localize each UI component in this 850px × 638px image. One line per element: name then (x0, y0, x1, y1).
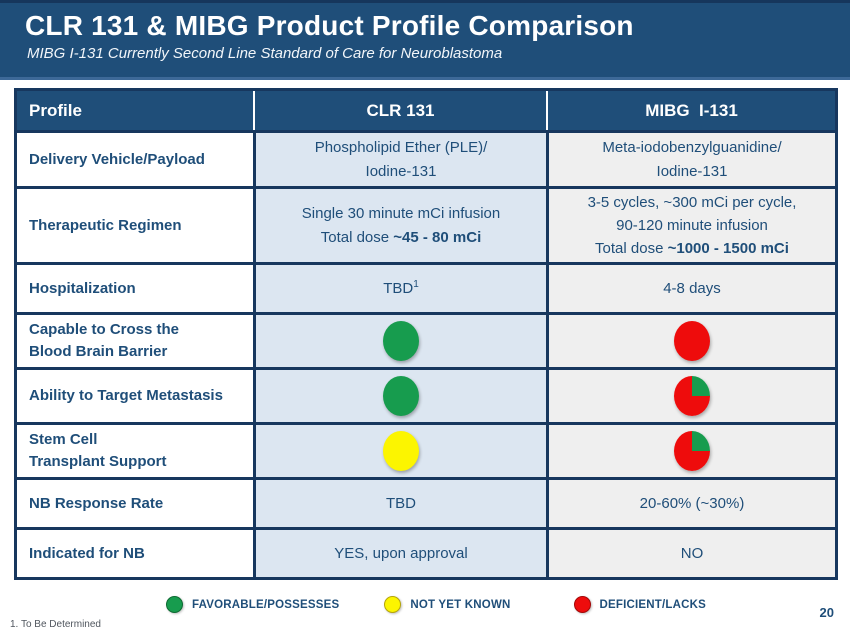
profile-label-cell: Ability to Target Metastasis (17, 370, 253, 422)
table-row: Therapeutic Regimen Single 30 minute mCi … (17, 186, 835, 262)
profile-label-cell: Stem Cell Transplant Support (17, 425, 253, 477)
cell-text-line: TBD1 (383, 278, 419, 297)
cell-text-line: 3-5 cycles, ~300 mCi per cycle, (587, 193, 797, 211)
clr-value-cell: TBD1 (253, 265, 546, 312)
table-row: NB Response Rate TBD 20-60% (~30%) (17, 477, 835, 527)
clr-value-cell (253, 370, 546, 422)
pie-red-green-icon (674, 431, 710, 471)
red-circle-icon (573, 596, 591, 613)
clr-value-cell (253, 315, 546, 367)
red-circle-icon (674, 321, 710, 361)
profile-label-line: Therapeutic Regimen (29, 216, 182, 234)
cell-text-line: Meta-iodobenzylguanidine/ (602, 139, 782, 157)
cell-text-line: Iodine-131 (656, 162, 728, 180)
cell-text-line: YES, upon approval (334, 544, 468, 562)
table-row: Capable to Cross the Blood Brain Barrier (17, 312, 835, 367)
cell-text-line: NO (680, 544, 704, 562)
clr-value-cell (253, 425, 546, 477)
legend-item-deficient: DEFICIENT/LACKS (573, 596, 707, 613)
clr-value-cell: Single 30 minute mCi infusion Total dose … (253, 189, 546, 262)
clr-value-cell: Phospholipid Ether (PLE)/ Iodine-131 (253, 133, 546, 186)
green-circle-icon (383, 321, 419, 361)
comparison-table: Profile CLR 131 MIBG I-131 Delivery Vehi… (14, 88, 838, 580)
mibg-value-cell: 3-5 cycles, ~300 mCi per cycle, 90-120 mi… (546, 189, 835, 262)
mibg-value-cell (546, 370, 835, 422)
mibg-value-cell: Meta-iodobenzylguanidine/Iodine-131 (546, 133, 835, 186)
profile-label-line: Blood Brain Barrier (29, 343, 168, 360)
slide-subtitle: MIBG I-131 Currently Second Line Standar… (27, 45, 503, 62)
mibg-value-cell (546, 425, 835, 477)
table-row: Indicated for NB YES, upon approval NO (17, 527, 835, 577)
cell-text-line: Total dose ~45 - 80 mCi (320, 228, 482, 246)
footnote: 1. To Be Determined (10, 619, 101, 630)
profile-label-cell: Delivery Vehicle/Payload (17, 133, 253, 186)
green-circle-icon (383, 376, 419, 416)
table-row: Hospitalization TBD1 4-8 days (17, 262, 835, 312)
profile-label-line: Transplant Support (29, 453, 167, 470)
clr-value-cell: TBD (253, 480, 546, 527)
yellow-circle-icon (384, 596, 402, 613)
profile-label-line: Hospitalization (29, 279, 136, 297)
cell-text-line: Phospholipid Ether (PLE)/ (314, 139, 488, 157)
pie-red-green-icon (674, 376, 710, 416)
legend-label: NOT YET KNOWN (410, 598, 511, 611)
legend-item-favorable: FAVORABLE/POSSESSES (166, 596, 339, 613)
yellow-circle-icon (383, 431, 419, 471)
profile-label-line: Capable to Cross the (29, 321, 180, 339)
mibg-value-cell: NO (546, 530, 835, 577)
profile-label-line: Ability to Target Metastasis (29, 387, 223, 405)
table-row: Ability to Target Metastasis (17, 367, 835, 422)
table-body: Delivery Vehicle/Payload Phospholipid Eth… (17, 130, 835, 577)
cell-text-line: Iodine-131 (365, 162, 437, 180)
profile-label-cell: NB Response Rate (17, 480, 253, 527)
column-header-profile: Profile (29, 100, 82, 120)
cell-text-line: TBD (386, 494, 416, 512)
legend-label: DEFICIENT/LACKS (599, 598, 707, 611)
legend-item-not-yet-known: NOT YET KNOWN (384, 596, 510, 613)
table-row: Stem Cell Transplant Support (17, 422, 835, 477)
cell-text-line: 20-60% (~30%) (639, 494, 745, 512)
header-banner: CLR 131 & MIBG Product Profile Compariso… (0, 0, 850, 80)
profile-label-cell: Hospitalization (17, 265, 253, 312)
green-circle-icon (166, 596, 183, 613)
cell-text-line: 4-8 days (663, 279, 721, 297)
cell-text-line: Total dose ~1000 - 1500 mCi (595, 240, 789, 258)
profile-label-line: Delivery Vehicle/Payload (29, 150, 205, 168)
slide-title: CLR 131 & MIBG Product Profile Compariso… (25, 10, 634, 41)
page-number: 20 (819, 605, 834, 620)
profile-label-cell: Capable to Cross the Blood Brain Barrier (17, 315, 253, 367)
mibg-value-cell (546, 315, 835, 367)
column-header-mibg: MIBG I-131 (546, 91, 835, 130)
profile-label-line: Indicated for NB (29, 544, 145, 562)
profile-label-line: NB Response Rate (29, 494, 164, 512)
cell-text-line: Single 30 minute mCi infusion (301, 205, 501, 223)
profile-label-line: Stem Cell (29, 431, 98, 449)
mibg-value-cell: 4-8 days (546, 265, 835, 312)
mibg-value-cell: 20-60% (~30%) (546, 480, 835, 527)
column-header-clr131: CLR 131 (253, 91, 546, 130)
clr-value-cell: YES, upon approval (253, 530, 546, 577)
cell-text-line: 90-120 minute infusion (616, 216, 768, 234)
profile-label-cell: Indicated for NB (17, 530, 253, 577)
table-header-row: Profile CLR 131 MIBG I-131 (17, 91, 835, 130)
legend: FAVORABLE/POSSESSES NOT YET KNOWN DEFICI… (166, 596, 706, 613)
table-row: Delivery Vehicle/Payload Phospholipid Eth… (17, 130, 835, 186)
profile-label-cell: Therapeutic Regimen (17, 189, 253, 262)
legend-label: FAVORABLE/POSSESSES (192, 598, 340, 611)
